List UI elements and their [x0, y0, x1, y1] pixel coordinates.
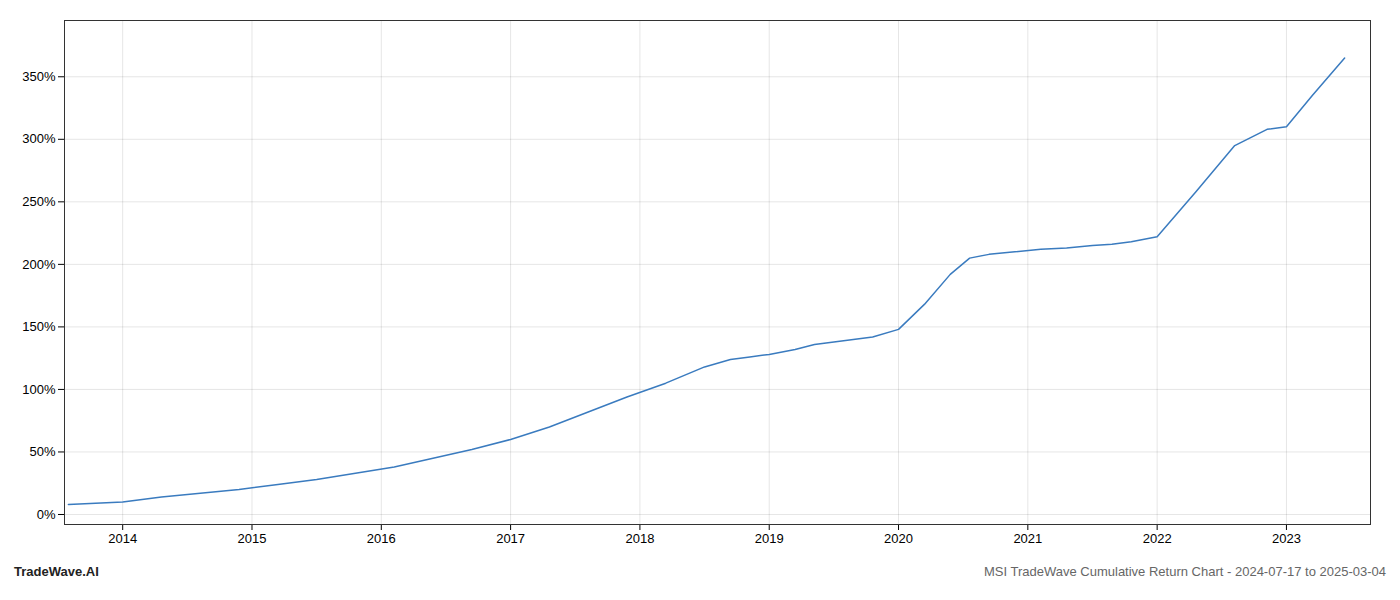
svg-text:150%: 150% [22, 319, 56, 334]
svg-text:2019: 2019 [755, 531, 784, 546]
html-text:TradeWave.AI: TradeWave.AI [14, 564, 99, 579]
svg-text:2016: 2016 [367, 531, 396, 546]
svg-text:350%: 350% [22, 69, 56, 84]
svg-text:2017: 2017 [496, 531, 525, 546]
svg-text:2014: 2014 [108, 531, 137, 546]
svg-text:0%: 0% [37, 507, 56, 522]
svg-text:2022: 2022 [1143, 531, 1172, 546]
svg-text:2021: 2021 [1013, 531, 1042, 546]
svg-text:100%: 100% [22, 382, 56, 397]
svg-text:250%: 250% [22, 194, 56, 209]
svg-text:2023: 2023 [1272, 531, 1301, 546]
svg-text:2020: 2020 [884, 531, 913, 546]
svg-text:200%: 200% [22, 257, 56, 272]
svg-text:2018: 2018 [625, 531, 654, 546]
html-text:MSI TradeWave Cumulative Retur: MSI TradeWave Cumulative Return Chart - … [984, 564, 1386, 579]
svg-text:50%: 50% [29, 444, 55, 459]
svg-text:2015: 2015 [238, 531, 267, 546]
svg-text:300%: 300% [22, 131, 56, 146]
